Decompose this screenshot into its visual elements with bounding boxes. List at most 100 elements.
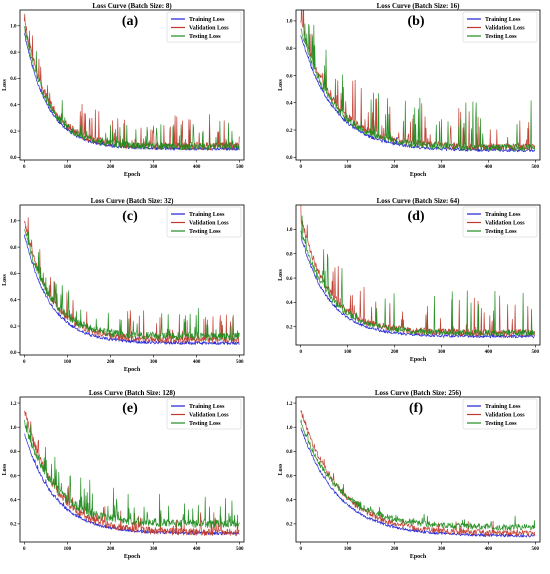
x-tick-label: 100 xyxy=(64,165,72,170)
legend-label: Testing Loss xyxy=(189,34,221,40)
chart-title: Loss Curve (Batch Size: 128) xyxy=(89,389,176,397)
panel-letter: (a) xyxy=(122,14,139,29)
chart-title: Loss Curve (Batch Size: 32) xyxy=(91,197,174,205)
legend-label: Validation Loss xyxy=(485,413,525,419)
x-tick-label: 200 xyxy=(391,165,399,170)
x-tick-label: 300 xyxy=(438,547,446,552)
y-tick-label: 0.2 xyxy=(10,130,17,135)
y-tick-label: 1.0 xyxy=(10,426,17,431)
x-tick-label: 500 xyxy=(532,547,540,552)
series-line-validation-loss xyxy=(24,410,240,537)
plot-frame xyxy=(19,204,245,356)
legend-box xyxy=(166,11,242,43)
plot-frame xyxy=(295,396,541,543)
y-tick-label: 0.8 xyxy=(286,450,293,455)
y-tick-label: 0.4 xyxy=(286,102,293,107)
x-tick-label: 400 xyxy=(485,165,493,170)
y-tick-label: 0.8 xyxy=(10,51,17,56)
chart-title: Loss Curve (Batch Size: 8) xyxy=(92,2,172,10)
plot-frame xyxy=(19,396,245,543)
x-tick-label: 100 xyxy=(64,547,72,552)
y-axis-label: Loss xyxy=(278,463,284,475)
panel-letter: (d) xyxy=(407,209,424,224)
panel-letter: (b) xyxy=(407,14,424,29)
x-tick-label: 0 xyxy=(23,547,26,552)
series-lines xyxy=(300,10,536,153)
legend-label: Training Loss xyxy=(189,212,225,218)
panel-letter: (e) xyxy=(122,401,138,416)
chart-panel-3: Loss Curve (Batch Size: 32) 0 100 200 300 400… xyxy=(2,197,245,373)
plot-frame xyxy=(295,9,541,161)
y-tick-label: 0.2 xyxy=(10,523,17,528)
x-tick-label: 300 xyxy=(150,547,158,552)
plot-frame xyxy=(295,204,541,346)
chart-panel-5: Loss Curve (Batch Size: 128) 0 100 200 300 40… xyxy=(2,389,245,560)
x-tick-label: 400 xyxy=(193,547,201,552)
x-tick-label: 500 xyxy=(236,547,244,552)
legend-label: Testing Loss xyxy=(189,421,221,427)
x-tick-label: 400 xyxy=(193,165,201,170)
x-tick-label: 500 xyxy=(236,360,244,365)
y-tick-label: 0.6 xyxy=(286,74,293,79)
y-tick-label: 0.2 xyxy=(10,325,17,330)
chart-title: Loss Curve (Batch Size: 16) xyxy=(377,2,460,10)
y-tick-label: 1.0 xyxy=(286,20,293,25)
x-tick-label: 100 xyxy=(344,547,352,552)
x-axis-label: Epoch xyxy=(410,357,427,363)
x-tick-label: 500 xyxy=(236,165,244,170)
y-tick-label: 0.6 xyxy=(286,277,293,282)
y-tick-label: 0.4 xyxy=(10,104,17,109)
x-tick-label: 200 xyxy=(107,360,115,365)
y-axis-label: Loss xyxy=(2,273,8,285)
x-axis-label: Epoch xyxy=(124,367,141,373)
legend-label: Validation Loss xyxy=(485,221,525,227)
chart-panel-1: Loss Curve (Batch Size: 8) 0 100 200 300 400 5… xyxy=(2,2,245,178)
legend-label: Training Loss xyxy=(485,404,521,410)
x-tick-label: 300 xyxy=(150,165,158,170)
x-tick-label: 500 xyxy=(532,350,540,355)
x-tick-label: 300 xyxy=(438,350,446,355)
legend: Training Loss Validation Loss Testing Loss xyxy=(462,11,538,43)
y-tick-label: 0.4 xyxy=(286,499,293,504)
x-tick-label: 0 xyxy=(299,547,302,552)
series-lines xyxy=(300,410,536,538)
series-line-training-loss xyxy=(23,234,240,346)
y-tick-label: 0.6 xyxy=(10,474,17,479)
x-tick-label: 200 xyxy=(107,165,115,170)
series-line-testing-loss xyxy=(23,26,240,151)
legend-box xyxy=(462,11,538,43)
x-tick-label: 400 xyxy=(485,547,493,552)
y-axis-label: Loss xyxy=(278,268,284,280)
y-tick-label: 0.4 xyxy=(10,299,17,304)
series-line-training-loss xyxy=(300,427,536,538)
series-line-testing-loss xyxy=(300,23,536,152)
y-tick-label: 1.0 xyxy=(10,220,17,225)
legend-box xyxy=(462,398,538,430)
legend: Training Loss Validation Loss Testing Loss xyxy=(166,206,242,238)
x-axis-label: Epoch xyxy=(410,172,427,178)
legend: Training Loss Validation Loss Testing Loss xyxy=(462,398,538,430)
legend-label: Testing Loss xyxy=(485,421,517,427)
plot-frame xyxy=(19,9,245,161)
y-tick-label: 0.0 xyxy=(10,351,17,356)
series-line-testing-loss xyxy=(24,229,240,341)
x-axis-label: Epoch xyxy=(124,172,141,178)
y-tick-label: 0.2 xyxy=(286,129,293,134)
x-tick-label: 200 xyxy=(107,547,115,552)
chart-title: Loss Curve (Batch Size: 256) xyxy=(375,389,462,397)
legend: Training Loss Validation Loss Testing Loss xyxy=(462,206,538,238)
y-tick-label: 0.4 xyxy=(10,499,17,504)
legend: Training Loss Validation Loss Testing Loss xyxy=(166,398,242,430)
series-line-testing-loss xyxy=(300,419,536,531)
x-tick-label: 100 xyxy=(344,350,352,355)
y-tick-label: 0.6 xyxy=(10,272,17,277)
legend-label: Training Loss xyxy=(485,17,521,23)
series-lines xyxy=(300,205,536,339)
chart-title: Loss Curve (Batch Size: 64) xyxy=(377,197,460,205)
x-tick-label: 200 xyxy=(391,350,399,355)
series-line-testing-loss xyxy=(300,215,536,337)
series-line-validation-loss xyxy=(300,410,536,537)
legend-label: Testing Loss xyxy=(189,229,221,235)
x-tick-label: 300 xyxy=(150,360,158,365)
